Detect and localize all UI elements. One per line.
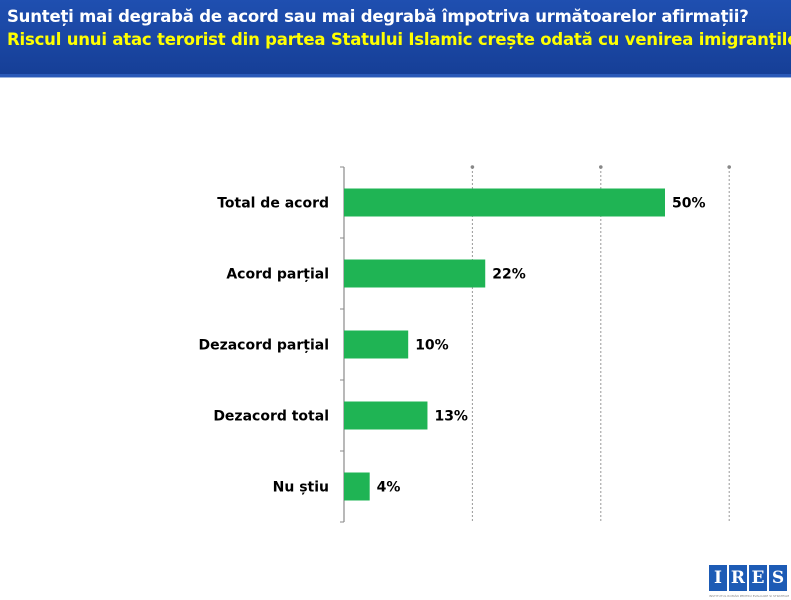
bar bbox=[344, 330, 409, 359]
value-label: 10% bbox=[415, 338, 449, 354]
bar bbox=[344, 472, 370, 501]
category-label: Nu știu bbox=[273, 480, 329, 496]
value-label: 4% bbox=[377, 480, 401, 496]
category-label: Total de acord bbox=[217, 196, 329, 212]
value-label: 50% bbox=[672, 196, 706, 212]
category-label: Dezacord total bbox=[213, 409, 329, 425]
header-banner: Sunteți mai degrabă de acord sau mai deg… bbox=[0, 0, 791, 74]
category-label: Acord parțial bbox=[226, 267, 329, 283]
logo-letter-e: E bbox=[749, 565, 767, 591]
logo-letter-i: I bbox=[709, 565, 727, 591]
gridline-tick bbox=[470, 165, 475, 169]
survey-statement: Riscul unui atac terorist din partea Sta… bbox=[7, 30, 791, 49]
gridline-tick bbox=[727, 165, 731, 169]
category-label: Dezacord parțial bbox=[198, 338, 329, 354]
logo-letter-r: R bbox=[729, 565, 747, 591]
header-divider bbox=[0, 74, 791, 77]
gridline-tick bbox=[599, 165, 603, 169]
bar bbox=[344, 188, 665, 217]
bar-chart: Total de acord 50% Acord parțial 22% Dezacor… bbox=[198, 165, 731, 523]
value-label: 13% bbox=[434, 409, 468, 425]
logo-tagline: INSTITUTUL ROMÂN PENTRU EVALUARE ȘI STRA… bbox=[709, 594, 789, 597]
bar bbox=[344, 259, 486, 288]
logo-letter-s: S bbox=[769, 565, 787, 591]
bar bbox=[344, 401, 428, 430]
survey-question: Sunteți mai degrabă de acord sau mai deg… bbox=[7, 7, 749, 26]
value-label: 22% bbox=[492, 267, 526, 283]
header-divider-light bbox=[0, 77, 791, 78]
